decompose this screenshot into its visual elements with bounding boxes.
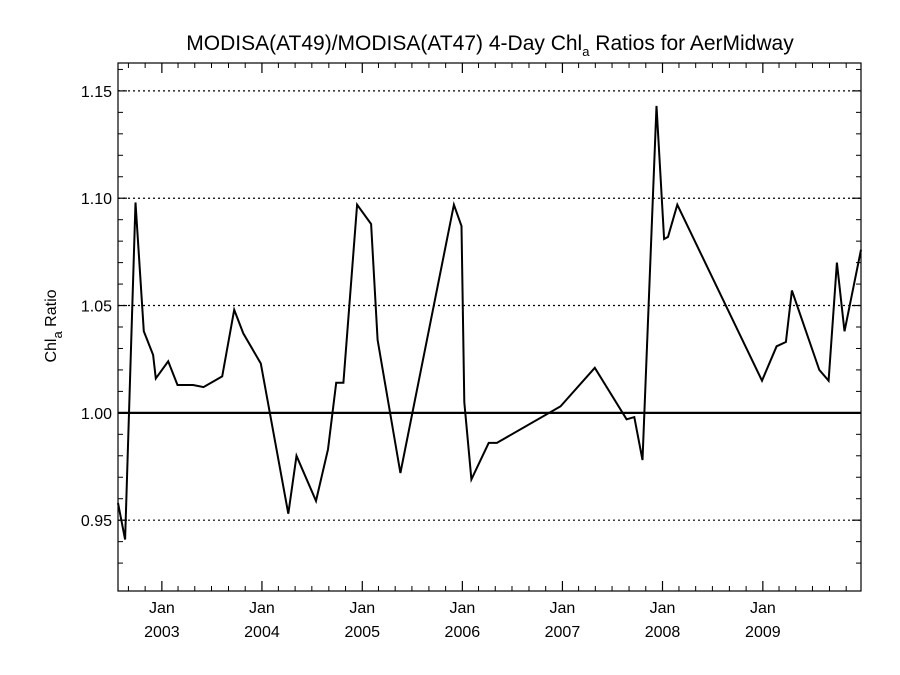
gridlines [118,90,861,521]
y-tick-label: 0.95 [81,513,112,530]
x-tick-label-year: 2005 [344,624,380,641]
y-axis-title: Chla Ratio [43,289,65,362]
y-axis-title-subscript: a [50,331,65,339]
x-tick-label-month: Jan [750,600,776,617]
y-tick-label: 1.15 [81,84,112,101]
chart-title-subscript: a [582,44,590,59]
x-tick-label-year: 2004 [244,624,280,641]
y-axis-title-main: Chl [43,339,60,363]
chart-title-main: MODISA(AT49)/MODISA(AT47) 4-Day Chl [186,32,582,55]
y-tick-label: 1.00 [81,406,112,423]
y-axis-title-suffix: Ratio [43,289,60,331]
plot-frame [117,62,862,592]
x-tick-label-month: Jan [449,600,475,617]
x-tick-label-year: 2009 [745,624,781,641]
x-tick-label-month: Jan [650,600,676,617]
x-tick-label-month: Jan [249,600,275,617]
x-axis: Jan 2003 Jan 2004 Jan 2005 Jan 2006 Jan 2007 Jan 20… [127,63,847,641]
x-tick-label-month: Jan [349,600,375,617]
y-tick-label: 1.10 [81,191,112,208]
chart-title-suffix: Ratios for AerMidway [589,32,794,55]
x-tick-label-year: 2003 [144,624,180,641]
x-tick-label-year: 2006 [445,624,481,641]
plot-frame-group [117,62,862,592]
x-tick-label-month: Jan [550,600,576,617]
series-line [117,105,862,540]
series-group [117,105,862,540]
y-axis: 0.95 1.00 1.05 1.10 1.15 [81,68,861,564]
x-tick-label-year: 2007 [545,624,581,641]
y-tick-label: 1.05 [81,299,112,316]
x-tick-label-month: Jan [149,600,175,617]
chart-title: MODISA(AT49)/MODISA(AT47) 4-Day Chla Rat… [186,32,794,59]
x-tick-label-year: 2008 [645,624,681,641]
